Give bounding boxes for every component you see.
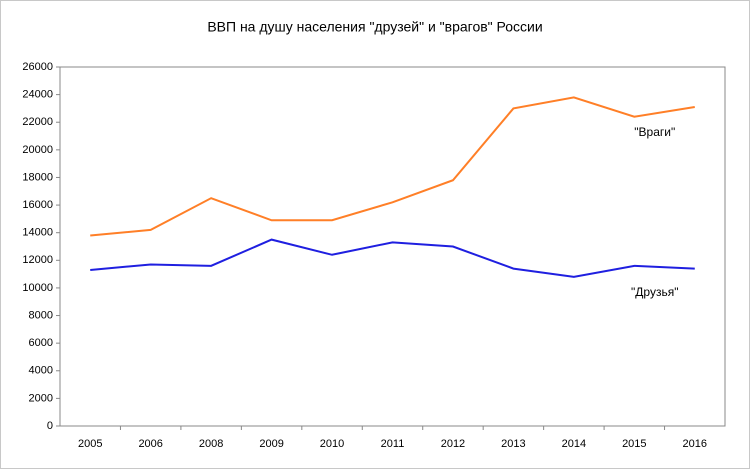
x-tick-label: 2016: [683, 438, 707, 450]
y-tick-label: 26000: [22, 61, 53, 73]
y-tick-label: 12000: [22, 254, 53, 266]
x-tick-label: 2011: [381, 438, 405, 450]
x-tick-label: 2014: [562, 438, 586, 450]
series-label: "Враги": [634, 125, 675, 139]
x-tick-label: 2012: [441, 438, 465, 450]
x-tick-label: 2010: [320, 438, 344, 450]
plot-area: [59, 66, 726, 427]
x-tick-label: 2008: [199, 438, 223, 450]
x-tick-label: 2009: [259, 438, 283, 450]
series-line: [90, 238, 695, 278]
x-tick-label: 2015: [622, 438, 646, 450]
series-line: [90, 96, 695, 237]
y-tick-label: 0: [47, 420, 53, 432]
y-tick-label: 24000: [22, 89, 53, 101]
y-tick-label: 2000: [29, 392, 53, 404]
y-tick-label: 18000: [22, 171, 53, 183]
x-tick-label: 2013: [501, 438, 525, 450]
y-tick-label: 6000: [29, 337, 53, 349]
y-tick-label: 10000: [22, 282, 53, 294]
y-tick-label: 4000: [29, 365, 53, 377]
series-label: "Друзья": [631, 285, 678, 299]
x-tick-label: 2005: [78, 438, 102, 450]
y-tick-label: 22000: [22, 116, 53, 128]
y-tick-label: 20000: [22, 144, 53, 156]
chart-title: ВВП на душу населения "друзей" и "врагов…: [207, 19, 542, 35]
y-tick-label: 16000: [22, 199, 53, 211]
y-tick-label: 8000: [29, 309, 53, 321]
x-tick-label: 2006: [138, 438, 162, 450]
y-tick-label: 14000: [22, 227, 53, 239]
